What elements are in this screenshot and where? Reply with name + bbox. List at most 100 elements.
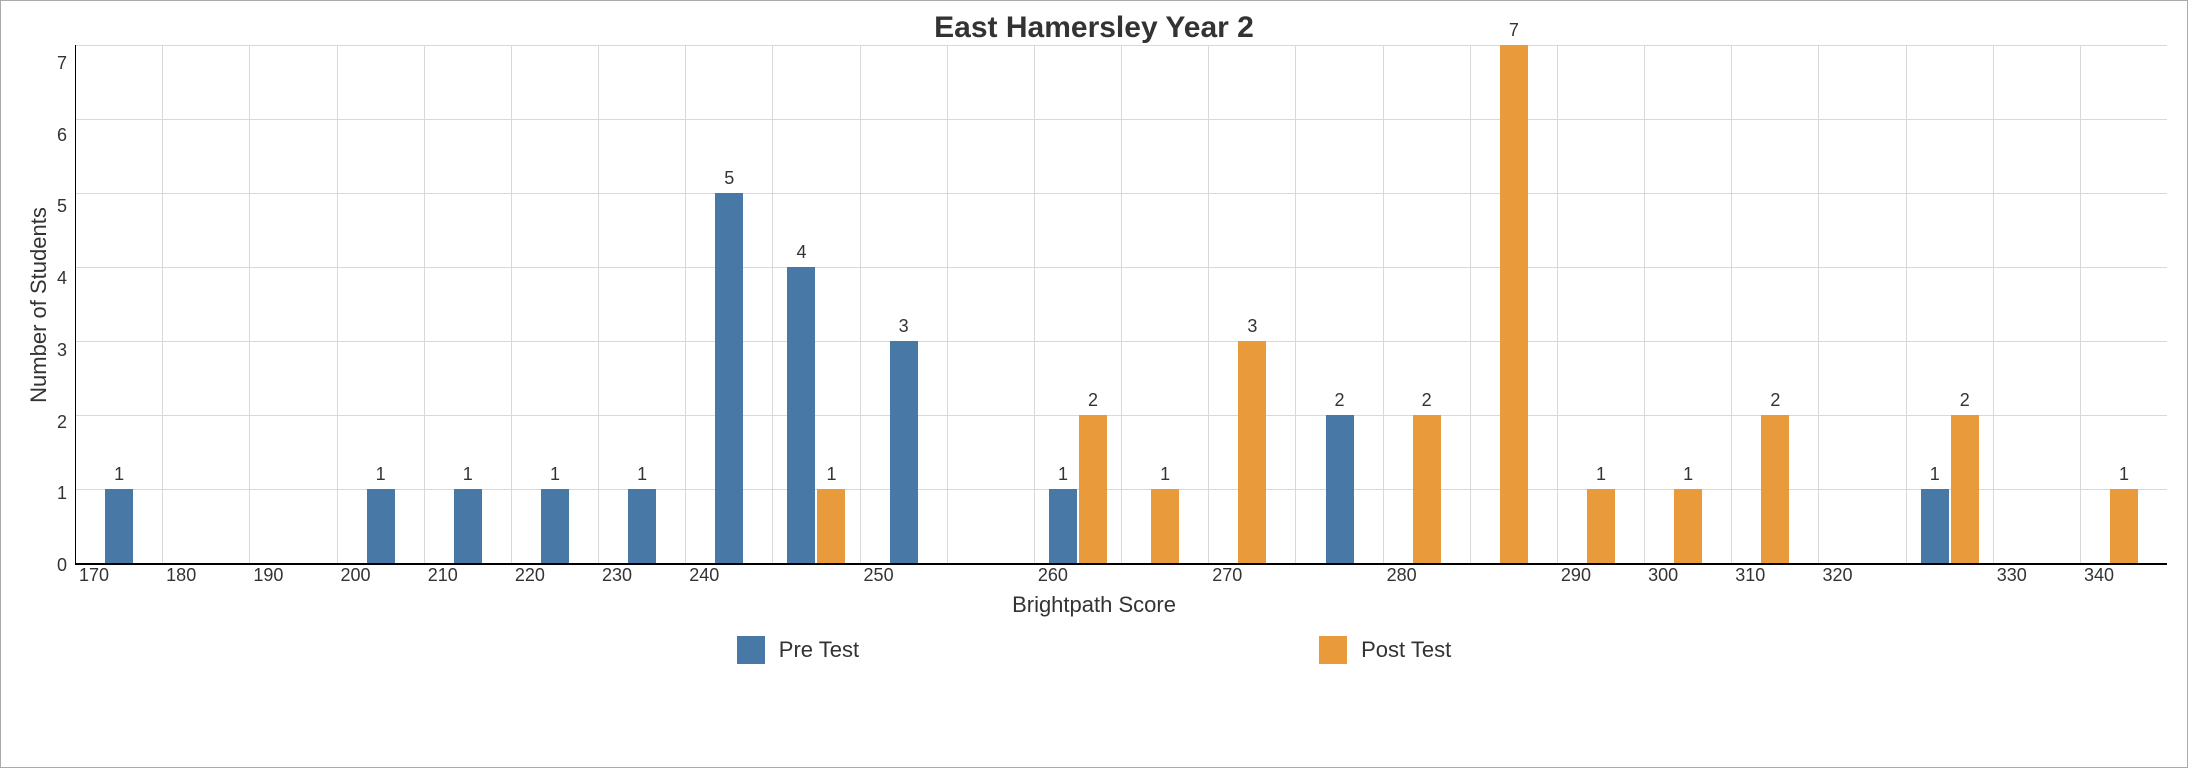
bar-value-label: 3 (1238, 317, 1266, 341)
category-group: 41 (772, 45, 859, 563)
x-tick: 270 (1208, 565, 1295, 586)
x-tick: 200 (337, 565, 424, 586)
legend-item: Pre Test (737, 636, 859, 664)
y-tick: 4 (57, 269, 67, 287)
category-group: 1 (76, 45, 162, 563)
y-axis-label: Number of Students (26, 207, 52, 403)
x-tick (1121, 565, 1208, 586)
y-tick: 2 (57, 413, 67, 431)
bar: 2 (1951, 415, 1979, 563)
bar-value-label: 7 (1500, 21, 1528, 45)
x-tick: 210 (424, 565, 511, 586)
bar: 1 (1587, 489, 1615, 563)
legend-swatch (1319, 636, 1347, 664)
bar-value-label: 1 (2110, 465, 2138, 489)
bar-value-label: 1 (817, 465, 845, 489)
bar: 1 (628, 489, 656, 563)
category-group: 1 (1121, 45, 1208, 563)
category-group: 1 (337, 45, 424, 563)
chart-title: East Hamersley Year 2 (21, 11, 2167, 45)
x-tick: 220 (511, 565, 598, 586)
bar-value-label: 2 (1413, 391, 1441, 415)
bar-value-label: 2 (1761, 391, 1789, 415)
x-tick: 280 (1383, 565, 1470, 586)
x-tick: 310 (1731, 565, 1818, 586)
category-group: 7 (1470, 45, 1557, 563)
bar-value-label: 2 (1079, 391, 1107, 415)
bar: 1 (105, 489, 133, 563)
bar: 2 (1079, 415, 1107, 563)
bar-value-label: 3 (890, 317, 918, 341)
legend-swatch (737, 636, 765, 664)
x-tick: 290 (1557, 565, 1644, 586)
x-tick (1295, 565, 1382, 586)
y-axis-ticks: 76543210 (57, 45, 75, 565)
bar: 7 (1500, 45, 1528, 563)
bar-value-label: 5 (715, 169, 743, 193)
bar: 2 (1761, 415, 1789, 563)
bar: 2 (1413, 415, 1441, 563)
bar-value-label: 1 (1151, 465, 1179, 489)
category-group (162, 45, 249, 563)
bar-value-label: 1 (628, 465, 656, 489)
x-tick: 260 (1034, 565, 1121, 586)
category-group: 1 (598, 45, 685, 563)
bar: 1 (1674, 489, 1702, 563)
bar: 1 (1921, 489, 1949, 563)
bar-value-label: 2 (1326, 391, 1354, 415)
bar-value-label: 2 (1951, 391, 1979, 415)
category-group: 5 (685, 45, 772, 563)
category-group: 3 (1208, 45, 1295, 563)
y-tick: 5 (57, 197, 67, 215)
y-tick: 7 (57, 54, 67, 72)
y-tick: 6 (57, 126, 67, 144)
bar-value-label: 1 (367, 465, 395, 489)
bar: 1 (541, 489, 569, 563)
bar: 2 (1326, 415, 1354, 563)
bar: 1 (1151, 489, 1179, 563)
x-tick: 250 (860, 565, 947, 586)
x-tick: 230 (598, 565, 685, 586)
x-tick: 320 (1818, 565, 1905, 586)
y-tick: 0 (57, 556, 67, 574)
category-group: 3 (860, 45, 947, 563)
bar-value-label: 1 (1049, 465, 1077, 489)
bar: 1 (367, 489, 395, 563)
bar-value-label: 1 (1921, 465, 1949, 489)
bar: 3 (1238, 341, 1266, 563)
category-group (947, 45, 1034, 563)
category-group: 12 (1906, 45, 1993, 563)
category-group (1818, 45, 1905, 563)
bar-value-label: 1 (454, 465, 482, 489)
bar-value-label: 4 (787, 243, 815, 267)
x-tick: 190 (249, 565, 336, 586)
y-tick: 3 (57, 341, 67, 359)
bar: 3 (890, 341, 918, 563)
category-group: 1 (424, 45, 511, 563)
bar: 1 (1049, 489, 1077, 563)
x-tick: 240 (685, 565, 772, 586)
bar: 1 (2110, 489, 2138, 563)
category-group (1993, 45, 2080, 563)
bar: 1 (817, 489, 845, 563)
category-group: 2 (1731, 45, 1818, 563)
x-tick: 180 (162, 565, 249, 586)
category-group (249, 45, 336, 563)
category-group: 1 (511, 45, 598, 563)
category-group: 12 (1034, 45, 1121, 563)
category-group: 2 (1383, 45, 1470, 563)
x-tick: 300 (1644, 565, 1731, 586)
x-tick: 340 (2080, 565, 2167, 586)
category-group: 1 (1644, 45, 1731, 563)
bar-value-label: 1 (1674, 465, 1702, 489)
bar-container: 1111154131213227112121 (76, 45, 2167, 563)
legend-label: Post Test (1361, 637, 1451, 663)
bar: 1 (454, 489, 482, 563)
category-group: 1 (1557, 45, 1644, 563)
x-tick (772, 565, 859, 586)
legend-label: Pre Test (779, 637, 859, 663)
plot-area: 1111154131213227112121 (75, 45, 2167, 565)
x-axis-ticks: 1701801902002102202302402502602702802903… (75, 565, 2167, 586)
x-axis-label: Brightpath Score (21, 592, 2167, 618)
bar: 4 (787, 267, 815, 563)
